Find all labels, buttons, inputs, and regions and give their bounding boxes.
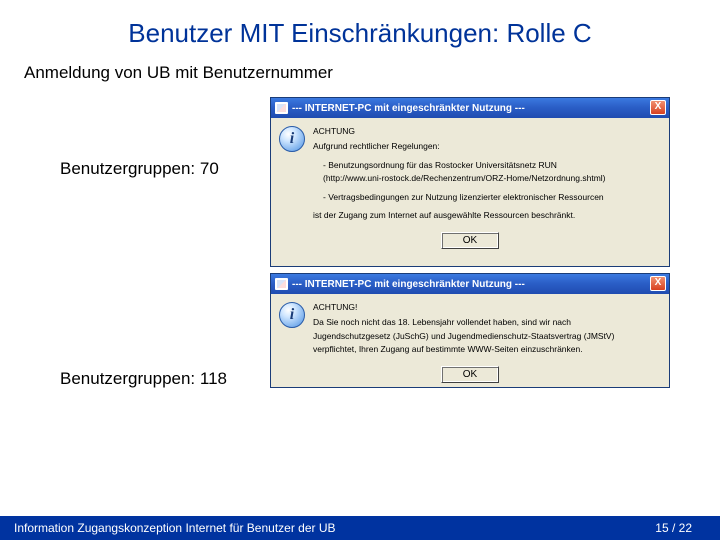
footer-text: Information Zugangskonzeption Internet f… [14, 521, 336, 535]
dialog2-titlebar[interactable]: --- INTERNET-PC mit eingeschränkter Nutz… [271, 274, 669, 294]
window-icon [275, 278, 288, 290]
page-number: 15 / 22 [655, 521, 692, 535]
dialog2-line2: Jugendschutzgesetz (JuSchG) und Jugendme… [313, 331, 661, 342]
dialog2-line1: Da Sie noch nicht das 18. Lebensjahr vol… [313, 317, 661, 328]
dialog1-heading: ACHTUNG [313, 126, 661, 137]
dialog1-titlebar[interactable]: --- INTERNET-PC mit eingeschränkter Nutz… [271, 98, 669, 118]
slide-subtitle: Anmeldung von UB mit Benutzernummer [0, 59, 720, 89]
dialog1-line: Aufgrund rechtlicher Regelungen: [313, 141, 661, 152]
close-icon[interactable]: X [650, 276, 666, 291]
dialog1-title: --- INTERNET-PC mit eingeschränkter Nutz… [292, 103, 525, 114]
dialog2-heading: ACHTUNG! [313, 302, 661, 313]
dialog2-title: --- INTERNET-PC mit eingeschränkter Nutz… [292, 279, 525, 290]
dialog-restricted-1: --- INTERNET-PC mit eingeschränkter Nutz… [270, 97, 670, 267]
info-icon: i [279, 126, 305, 152]
ok-button[interactable]: OK [441, 366, 499, 383]
dialog2-line3: verpflichtet, Ihren Zugang auf bestimmte… [313, 344, 661, 355]
info-icon: i [279, 302, 305, 328]
dialog1-line2: ist der Zugang zum Internet auf ausgewäh… [313, 210, 661, 221]
dialog2-buttonbar: OK [271, 362, 669, 391]
group-label-118: Benutzergruppen: 118 [60, 369, 227, 389]
ok-button[interactable]: OK [441, 232, 499, 249]
dialog1-buttonbar: OK [271, 228, 669, 257]
dialog1-text: ACHTUNG Aufgrund rechtlicher Regelungen:… [313, 126, 661, 224]
dialog1-bullet: - Benutzungsordnung für das Rostocker Un… [313, 160, 661, 171]
dialog1-bullet-url: (http://www.uni-rostock.de/Rechenzentrum… [313, 173, 661, 184]
dialog-restricted-2: --- INTERNET-PC mit eingeschränkter Nutz… [270, 273, 670, 388]
footer-bar: Information Zugangskonzeption Internet f… [0, 516, 720, 540]
dialog1-bullet2: - Vertragsbedingungen zur Nutzung lizenz… [313, 192, 661, 203]
slide-title: Benutzer MIT Einschränkungen: Rolle C [0, 0, 720, 59]
close-icon[interactable]: X [650, 100, 666, 115]
group-label-70: Benutzergruppen: 70 [60, 159, 219, 179]
dialog2-body: i ACHTUNG! Da Sie noch nicht das 18. Leb… [271, 294, 669, 362]
content-area: Benutzergruppen: 70 Benutzergruppen: 118… [0, 89, 720, 489]
window-icon [275, 102, 288, 114]
dialog2-text: ACHTUNG! Da Sie noch nicht das 18. Leben… [313, 302, 661, 358]
dialog1-body: i ACHTUNG Aufgrund rechtlicher Regelunge… [271, 118, 669, 228]
